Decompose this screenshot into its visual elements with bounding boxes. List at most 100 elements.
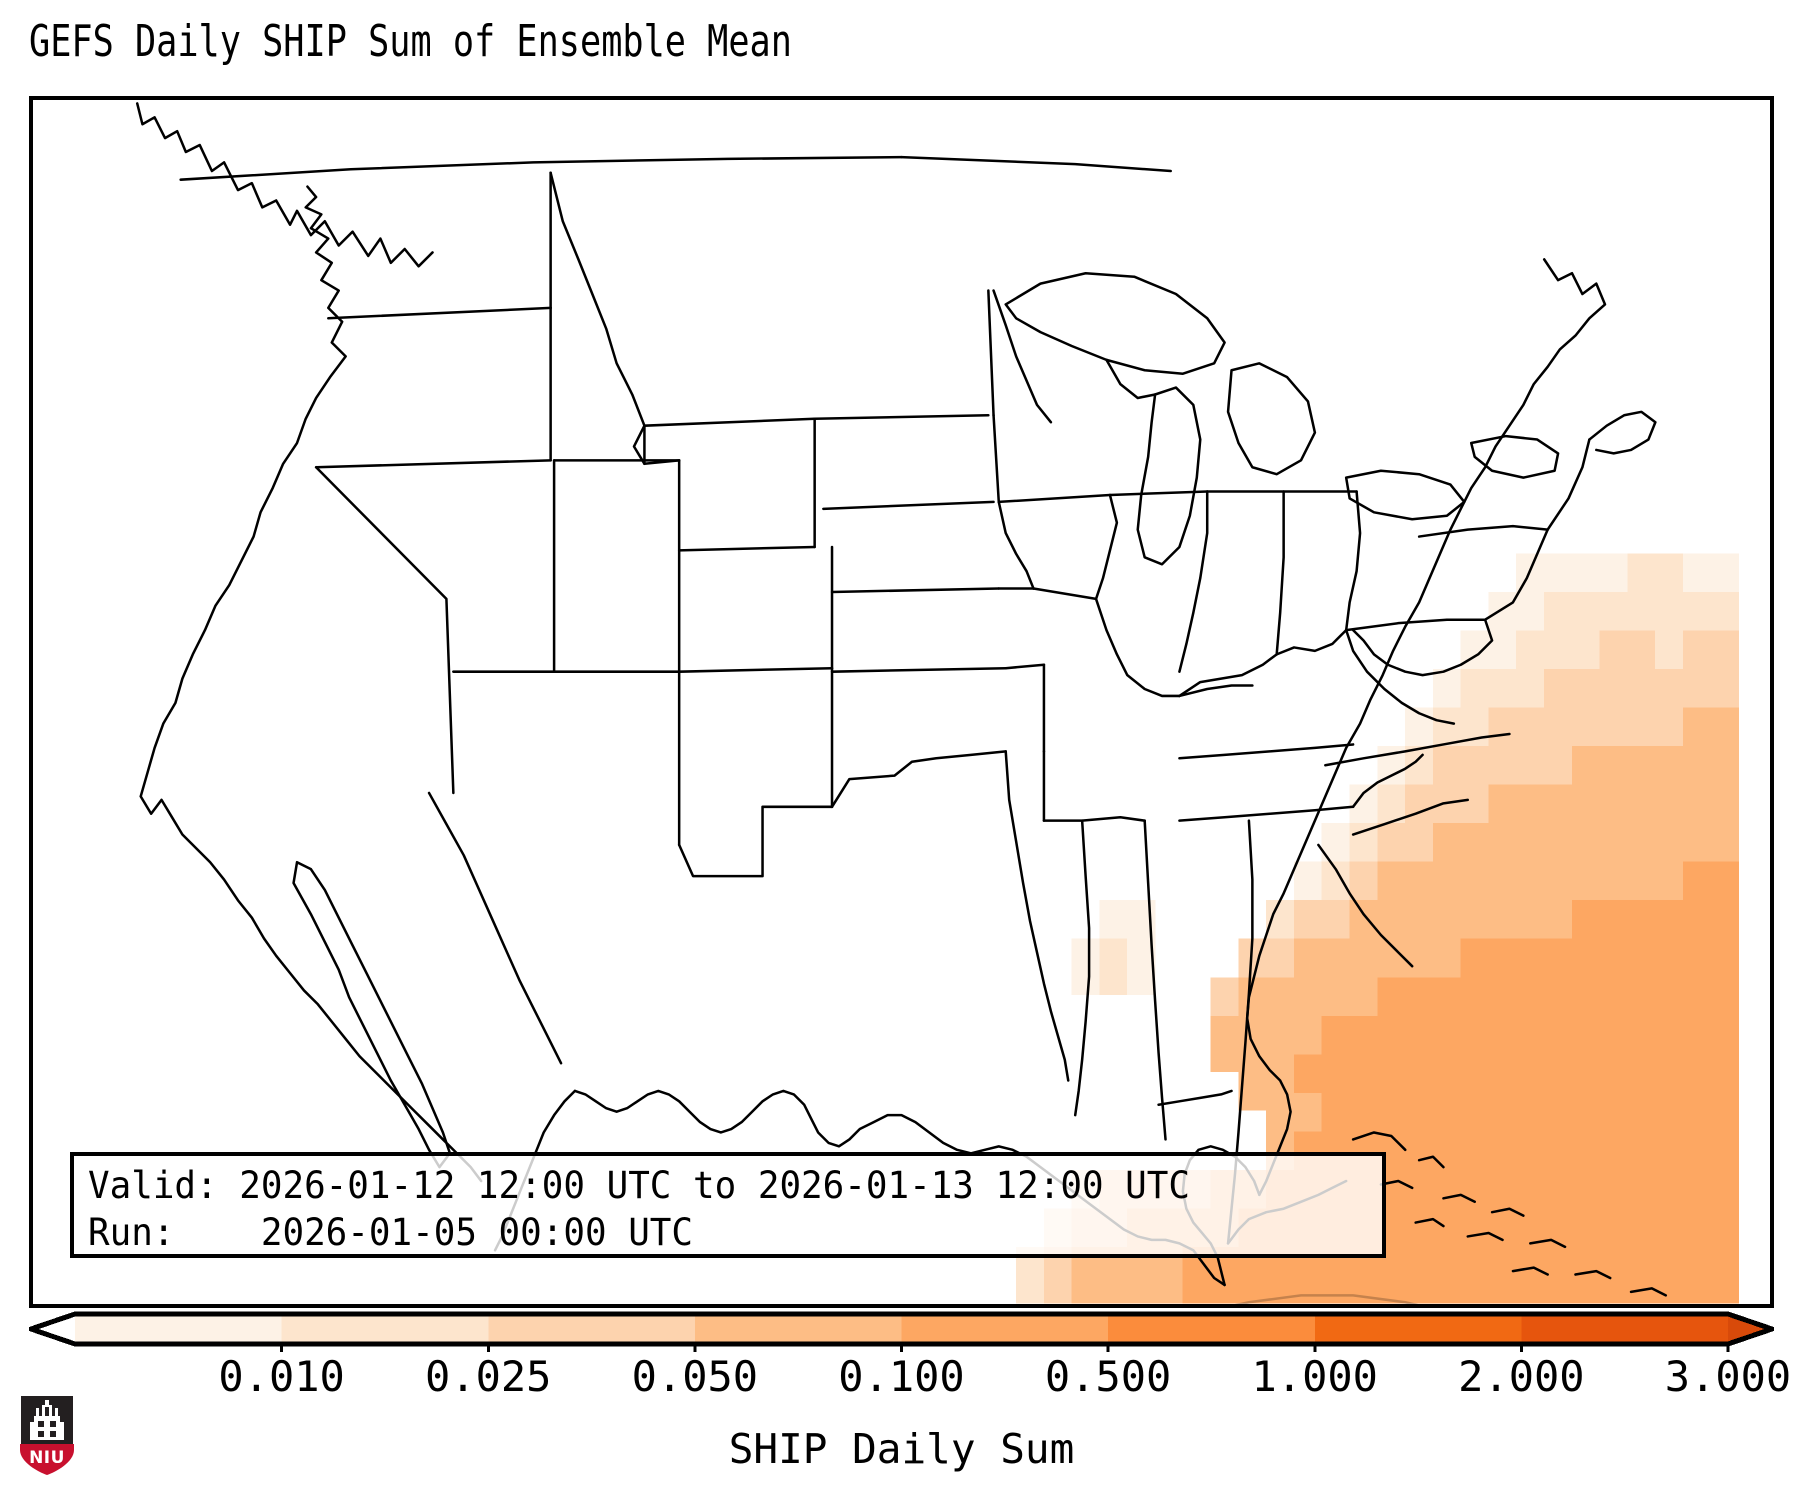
colorbar-tick-label: 0.100 bbox=[838, 1352, 965, 1401]
nd-mn-border bbox=[987, 289, 995, 417]
wa-or-border bbox=[327, 306, 552, 320]
mexico-west-interior bbox=[427, 791, 563, 1065]
ship-grid-cell bbox=[1210, 1015, 1239, 1073]
ship-shading-layer bbox=[1015, 553, 1739, 1304]
ca-nv-border bbox=[314, 466, 455, 795]
us-canada-border-centre bbox=[900, 155, 1172, 173]
sd-mn-ia-border bbox=[992, 414, 1001, 504]
map-geography bbox=[135, 102, 1668, 1304]
mt-wy-border bbox=[643, 417, 816, 427]
va-nc-border bbox=[1324, 732, 1511, 767]
ia-il-border bbox=[1094, 493, 1119, 601]
mo-il-ky-border bbox=[1094, 597, 1181, 698]
oh-wv-pa-border bbox=[1344, 490, 1362, 632]
atlantic-coastline bbox=[1245, 258, 1607, 1197]
colorbar-band bbox=[488, 1314, 696, 1344]
info-run-line: Run: 2026-01-05 00:00 UTC bbox=[88, 1211, 694, 1254]
or-ca-nv-border bbox=[314, 459, 552, 469]
colorbar-tick-label: 0.500 bbox=[1044, 1352, 1172, 1401]
mt-nd-sd-border bbox=[813, 414, 990, 421]
bahamas-islands bbox=[1351, 1131, 1668, 1297]
ny-vt-nh-border bbox=[1546, 438, 1591, 531]
info-valid-line: Valid: 2026-01-12 12:00 UTC to 2026-01-1… bbox=[88, 1164, 1190, 1207]
castle-windows bbox=[38, 1421, 56, 1437]
oh-ky-wv-border bbox=[1275, 628, 1348, 656]
wi-il-border bbox=[1108, 490, 1209, 497]
lake-superior bbox=[1004, 271, 1226, 375]
wv-va-border bbox=[1344, 628, 1456, 725]
ship-grid-cell bbox=[1710, 1246, 1739, 1304]
colorbar-band bbox=[75, 1314, 283, 1344]
tx-la-border bbox=[1004, 750, 1070, 1082]
ship-grid-cell bbox=[1655, 1246, 1684, 1304]
colorbar-band bbox=[694, 1314, 903, 1344]
il-in-border bbox=[1178, 490, 1209, 673]
al-fl-border bbox=[1157, 1089, 1233, 1107]
mn-ia-border bbox=[997, 493, 1112, 504]
colorbar-tick-label: 0.025 bbox=[425, 1352, 552, 1401]
ny-pa-border bbox=[1417, 524, 1549, 538]
shield-red-band bbox=[20, 1444, 74, 1475]
nm-tx-border bbox=[677, 805, 834, 878]
colorbar-gradient[interactable] bbox=[29, 1310, 1774, 1352]
us-canada-border-west bbox=[179, 155, 903, 181]
colorbar-band bbox=[1314, 1314, 1522, 1344]
niu-wordmark: NIU bbox=[29, 1448, 65, 1468]
colorbar-tick-labels: 0.010 0.025 0.050 0.100 0.500 1.000 2.000 3.000 bbox=[29, 1352, 1791, 1404]
ne-ks-border bbox=[830, 587, 1001, 594]
colorbar[interactable]: 0.010 0.025 0.050 0.100 0.500 1.000 2.000 3.000 bbox=[29, 1310, 1791, 1401]
ia-mo-border bbox=[1032, 587, 1098, 601]
wy-co-border bbox=[677, 545, 816, 552]
colorbar-extend-max bbox=[1728, 1314, 1772, 1344]
colorbar-band bbox=[1108, 1314, 1316, 1344]
colorbar-axis-label: SHIP Daily Sum bbox=[728, 1425, 1075, 1473]
colorbar-tick-label: 2.000 bbox=[1458, 1352, 1585, 1401]
ne-states-detail bbox=[1588, 410, 1657, 455]
lake-huron bbox=[1226, 362, 1317, 476]
page-title: GEFS Daily SHIP Sum of Ensemble Mean bbox=[29, 16, 792, 67]
ok-tx-border bbox=[830, 750, 1007, 809]
co-nm-border bbox=[677, 666, 834, 673]
ship-grid-cell bbox=[1682, 1246, 1712, 1304]
ship-grid-cell bbox=[1071, 938, 1100, 996]
baja-california bbox=[292, 860, 452, 1169]
lake-erie bbox=[1344, 469, 1466, 521]
id-wy-border bbox=[643, 424, 681, 466]
colorbar-extend-min bbox=[31, 1314, 75, 1344]
colorbar-tick-label: 0.010 bbox=[218, 1352, 345, 1401]
colorbar-band bbox=[1521, 1314, 1729, 1344]
colorbar-tick-label: 0.050 bbox=[631, 1352, 759, 1401]
info-box: Valid: 2026-01-12 12:00 UTC to 2026-01-1… bbox=[70, 1152, 1386, 1258]
ship-grid-cell bbox=[1432, 1246, 1461, 1304]
mi-upper-lower bbox=[1105, 358, 1157, 400]
in-ky-border bbox=[1178, 653, 1278, 698]
ship-grid-cell bbox=[1099, 938, 1128, 996]
ship-grid-cell bbox=[1488, 1246, 1517, 1304]
ship-grid-cell bbox=[1516, 1246, 1545, 1304]
la-ms-border bbox=[1073, 819, 1091, 1117]
niu-shield-icon: NIU bbox=[19, 1394, 75, 1477]
tn-nc-border bbox=[1351, 753, 1424, 809]
ok-mo-ar-border bbox=[1004, 663, 1046, 670]
niu-logo: NIU bbox=[16, 1392, 78, 1478]
ky-tn-border bbox=[1178, 743, 1355, 760]
in-oh-border bbox=[1275, 490, 1285, 656]
sc-ga-border bbox=[1317, 843, 1414, 968]
id-mt-border bbox=[549, 171, 646, 466]
ar-la-border bbox=[1042, 815, 1146, 822]
ship-grid-cell bbox=[1460, 1246, 1489, 1304]
canada-border bbox=[135, 102, 434, 268]
pa-md-border bbox=[1344, 618, 1487, 632]
ne-ia-mo-border bbox=[997, 500, 1035, 590]
pacific-coastline bbox=[139, 185, 483, 1183]
colorbar-tick-label: 3.000 bbox=[1664, 1352, 1792, 1401]
md-va-border bbox=[1351, 618, 1494, 677]
map-panel: Valid: 2026-01-12 12:00 UTC to 2026-01-1… bbox=[29, 96, 1774, 1308]
ks-ok-border bbox=[830, 666, 1007, 673]
colorbar-tick-label: 1.000 bbox=[1251, 1352, 1378, 1401]
lake-michigan bbox=[1136, 386, 1202, 566]
nc-sc-border bbox=[1351, 798, 1470, 836]
il-ky-border bbox=[1178, 684, 1254, 698]
ship-grid-cell bbox=[1627, 1246, 1656, 1304]
lake-ontario bbox=[1469, 434, 1560, 479]
